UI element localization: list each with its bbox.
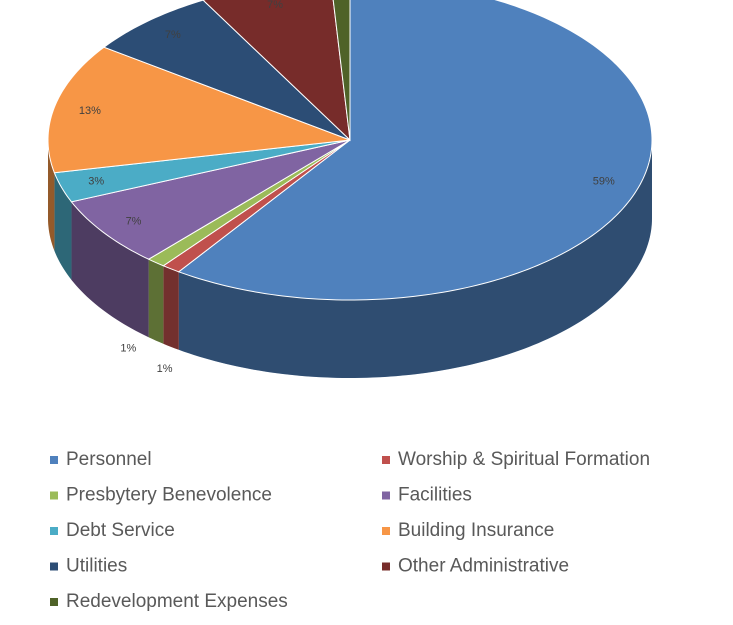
data-label: 7% — [126, 216, 142, 228]
slice — [202, 0, 351, 142]
legend-label: Debt Service — [66, 520, 175, 541]
legend-swatch — [50, 562, 58, 571]
data-label: 13% — [79, 105, 101, 117]
slice-side — [71, 201, 149, 338]
slice-side — [163, 265, 179, 350]
legend-label: Personnel — [66, 449, 152, 470]
slice-side — [48, 140, 55, 251]
data-label: 1% — [120, 342, 136, 354]
slice-side-shade — [71, 201, 149, 338]
legend-label: Presbytery Benevolence — [66, 485, 272, 506]
slice — [47, 46, 351, 174]
slice — [53, 139, 351, 203]
data-label: 59% — [593, 176, 615, 188]
data-label: 7% — [165, 29, 181, 41]
slice-side — [148, 259, 164, 344]
slice — [177, 0, 653, 301]
slice — [102, 0, 351, 141]
legend-swatch — [382, 527, 390, 535]
data-label: 1% — [157, 363, 173, 375]
legend-swatch — [382, 456, 390, 464]
slice-side-shade — [163, 265, 179, 350]
slice-side-shade — [178, 140, 652, 378]
slice-side-shade — [48, 140, 55, 251]
slice-side-shade — [148, 259, 164, 344]
legend-swatch — [50, 598, 58, 606]
legend-label: Redevelopment Expenses — [66, 591, 288, 612]
slice — [332, 0, 351, 141]
legend-swatch — [50, 456, 58, 464]
slice-side — [54, 172, 72, 280]
slice-side-shade — [54, 172, 72, 280]
legend-label: Utilities — [66, 556, 127, 577]
legend-swatch — [50, 527, 58, 535]
legend-swatch — [382, 491, 390, 500]
legend-label: Other Administrative — [398, 556, 569, 577]
data-label: 3% — [88, 176, 104, 188]
legend-swatch — [50, 491, 58, 500]
legend-label: Worship & Spiritual Formation — [398, 449, 650, 470]
slice-side — [178, 140, 652, 378]
legend-label: Facilities — [398, 485, 472, 506]
legend-swatch — [382, 562, 390, 571]
legend-label: Building Insurance — [398, 520, 554, 541]
slice — [70, 139, 351, 260]
data-label: 7% — [267, 0, 283, 11]
